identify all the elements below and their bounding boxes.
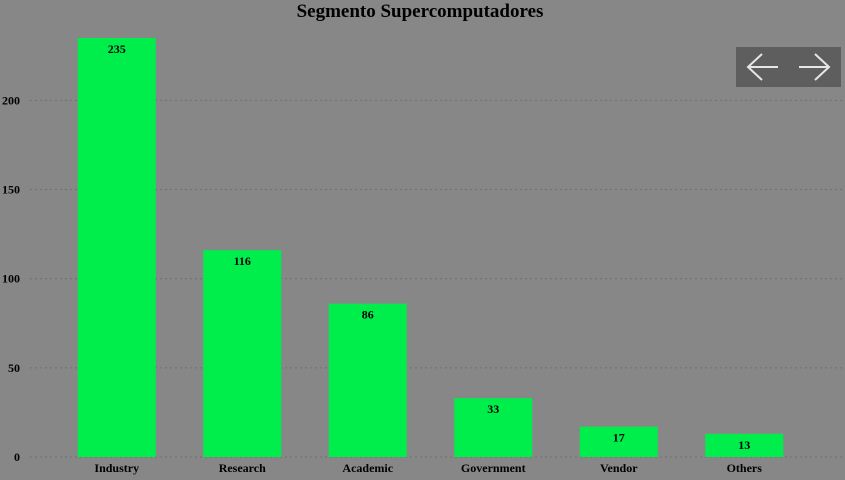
bar-others[interactable] [705,433,784,457]
bar-vendor[interactable] [579,426,658,457]
next-chart-button[interactable] [795,49,835,85]
arrow-right-icon [798,53,831,81]
y-tick-label: 50 [8,361,20,375]
x-tick-label: Vendor [600,461,638,475]
bar-government[interactable] [454,398,533,457]
y-tick-label: 200 [2,93,20,107]
bar-industry[interactable] [77,38,156,457]
x-tick-label: Research [219,461,266,475]
data-label: 116 [234,254,251,268]
chart-navigation [736,47,841,87]
chart-title: Segmento Supercomputadores [297,1,544,22]
y-tick-label: 100 [2,272,20,286]
prev-chart-button[interactable] [742,49,782,85]
data-label: 17 [613,431,625,445]
data-label: 86 [362,308,374,322]
arrow-left-icon [746,53,779,81]
x-tick-label: Others [727,461,763,475]
x-tick-label: Government [461,461,526,475]
x-tick-label: Academic [342,461,393,475]
x-tick-label: Industry [94,461,139,475]
data-label: 235 [108,42,126,56]
y-tick-label: 150 [2,183,20,197]
data-label: 33 [487,402,499,416]
data-label: 13 [738,438,750,452]
bar-research[interactable] [203,250,282,457]
y-tick-label: 0 [14,450,20,464]
bar-academic[interactable] [328,303,407,457]
